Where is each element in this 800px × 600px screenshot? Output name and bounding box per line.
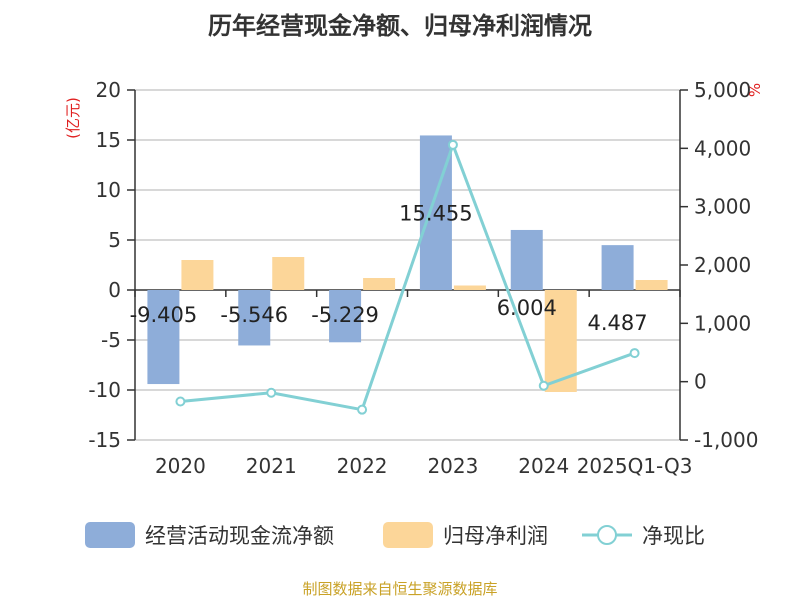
ratio-point [175,396,186,407]
ratio-line [180,140,636,412]
bar-net-profit [272,257,305,290]
legend-label-ratio: 净现比 [642,524,705,548]
x-tick-label: 2021 [246,454,297,478]
data-label-operating-cash-flow: -5.546 [220,303,288,327]
left-tick-label: 5 [108,228,121,252]
grid [135,89,680,441]
ratio-point [266,387,277,398]
data-label-operating-cash-flow: 15.455 [399,201,472,225]
data-label-operating-cash-flow: -5.229 [311,303,379,327]
bar-net-profit [363,278,396,290]
labels: -9.405 -5.546 -5.229 15.455 6.004 4.487 [130,201,648,335]
left-tick-label: 20 [96,78,121,102]
left-tick-label: -10 [88,378,121,402]
left-tick-label: -15 [88,428,121,452]
chart-title: 历年经营现金净额、归母净利润情况 [208,12,592,40]
ratio-point [538,380,549,391]
legend: 经营活动现金流净额 归母净利润 净现比 [85,522,705,548]
left-tick-label: -5 [101,328,121,352]
data-label-operating-cash-flow: -9.405 [130,303,198,327]
right-tick-label: 4,000 [694,136,751,160]
ratio-point [629,348,640,359]
legend-marker-ratio [597,525,617,545]
x-tick-label: 2020 [155,454,206,478]
axes: 20 15 10 5 0 -5 -10 -15 5,000 4,000 3,000 2,000 1,00… [88,78,758,478]
bar-net-profit [635,280,668,290]
data-label-operating-cash-flow: 6.004 [497,296,557,320]
x-tick-label: 2022 [337,454,388,478]
line-layer [175,139,640,415]
bar-net-profit [181,260,214,290]
legend-swatch-operating-cash-flow [85,522,135,548]
x-tick-label: 2023 [427,454,478,478]
bars [147,135,668,392]
right-tick-label: 5,000 [694,78,751,102]
legend-swatch-net-profit [383,522,433,548]
bar-operating-cash-flow [329,290,362,343]
left-axis-unit: (亿元) [64,97,82,139]
left-tick-label: 10 [96,178,121,202]
right-tick-label: -1,000 [694,428,758,452]
ratio-point [357,404,368,415]
bar-operating-cash-flow [601,245,634,290]
ratio-point [447,139,458,150]
bar-operating-cash-flow [147,290,180,385]
right-tick-label: 1,000 [694,311,751,335]
left-tick-label: 15 [96,128,121,152]
left-tick-label: 0 [108,278,121,302]
bar-operating-cash-flow [238,290,271,346]
right-axis-unit: % [746,83,764,97]
bar-net-profit [453,285,486,290]
source-note: 制图数据来自恒生聚源数据库 [302,580,497,598]
right-tick-label: 2,000 [694,253,751,277]
x-tick-label: 2025Q1-Q3 [577,454,693,478]
legend-label-operating-cash-flow: 经营活动现金流净额 [145,524,334,548]
right-tick-label: 0 [694,370,707,394]
bar-operating-cash-flow [510,229,543,290]
x-tick-label: 2024 [518,454,569,478]
data-label-operating-cash-flow: 4.487 [588,311,648,335]
legend-label-net-profit: 归母净利润 [443,524,548,548]
right-tick-label: 3,000 [694,195,751,219]
